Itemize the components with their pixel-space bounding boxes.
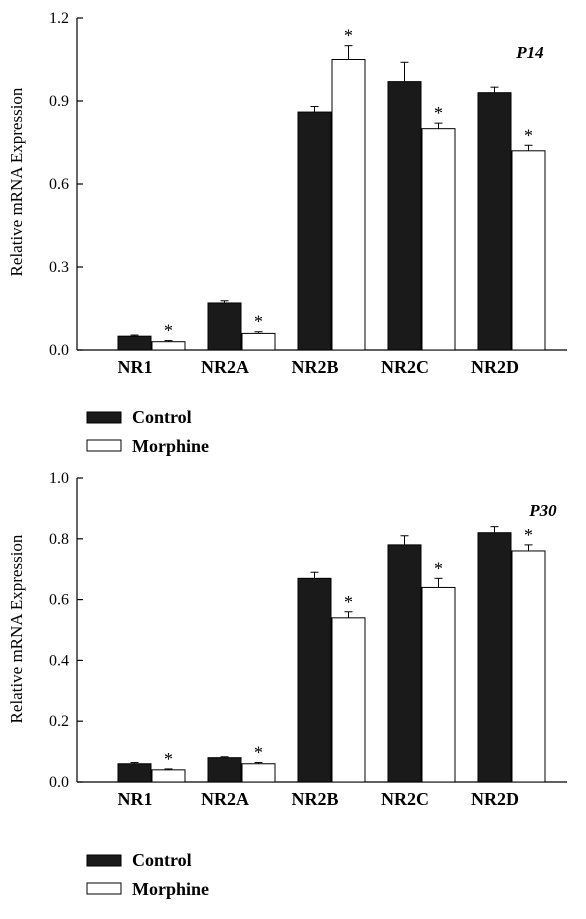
legend-swatch-morphine — [86, 882, 122, 895]
significance-marker: * — [254, 743, 263, 763]
y-axis-label: Relative mRNA Expression — [7, 87, 26, 276]
legend: Control Morphine — [86, 850, 209, 899]
legend-swatch-control — [86, 854, 122, 867]
y-axis-label: Relative mRNA Expression — [7, 534, 26, 723]
bar-morphine — [511, 150, 546, 351]
chart-panel-p14: Relative mRNA Expression P14 0.00.30.60.… — [7, 10, 567, 456]
panel-label: P30 — [528, 501, 557, 520]
legend-swatch-control — [86, 411, 122, 424]
panel-label: P14 — [515, 43, 543, 62]
bar-control — [477, 92, 512, 351]
bar-morphine — [241, 763, 276, 783]
significance-marker: * — [524, 525, 533, 545]
x-tick-label: NR2B — [291, 789, 338, 809]
y-tick-label: 0.6 — [49, 592, 69, 609]
y-tick-label: 1.0 — [49, 470, 69, 487]
x-tick-label: NR1 — [118, 789, 153, 809]
bar-morphine — [331, 617, 366, 783]
significance-marker: * — [344, 26, 353, 46]
bar-control — [207, 757, 242, 783]
bar-control — [477, 532, 512, 783]
bar-morphine — [421, 128, 456, 351]
y-tick-label: 0.0 — [49, 342, 69, 359]
x-tick-label: NR2D — [471, 789, 519, 809]
x-tick-label: NR2D — [471, 357, 519, 377]
significance-marker: * — [524, 125, 533, 145]
bar-control — [207, 302, 242, 351]
bar-morphine — [511, 550, 546, 783]
bar-morphine — [421, 586, 456, 783]
legend-label-morphine: Morphine — [132, 879, 209, 899]
legend-label-morphine: Morphine — [132, 436, 209, 456]
legend: Control Morphine — [86, 407, 209, 456]
x-tick-label: NR1 — [118, 357, 153, 377]
x-tick-label: NR2A — [201, 789, 249, 809]
significance-marker: * — [434, 558, 443, 578]
bar-morphine — [331, 59, 366, 351]
y-tick-label: 0.9 — [49, 93, 69, 110]
significance-marker: * — [344, 592, 353, 612]
y-tick-label: 0.4 — [49, 652, 69, 669]
significance-marker: * — [254, 312, 263, 332]
y-tick-label: 0.8 — [49, 531, 69, 548]
x-tick-label: NR2B — [291, 357, 338, 377]
y-tick-label: 0.2 — [49, 713, 69, 730]
legend-label-control: Control — [132, 407, 192, 427]
bar-morphine — [241, 332, 276, 351]
y-tick-label: 0.0 — [49, 774, 69, 791]
bar-control — [117, 335, 152, 351]
bar-control — [387, 81, 422, 351]
y-tick-label: 1.2 — [49, 10, 69, 27]
significance-marker: * — [164, 321, 173, 341]
bar-control — [297, 577, 332, 783]
x-tick-label: NR2C — [381, 789, 429, 809]
x-tick-label: NR2A — [201, 357, 249, 377]
bar-control — [297, 111, 332, 351]
legend-label-control: Control — [132, 850, 192, 870]
bar-morphine — [151, 769, 186, 783]
legend-swatch-morphine — [86, 439, 122, 452]
plot-area: 0.0 0.3 0.6 0.9 1.2 NR1 * NR2A * NR2B * NR2C * NR2D * — [49, 10, 567, 377]
significance-marker: * — [164, 749, 173, 769]
significance-marker: * — [434, 103, 443, 123]
bar-control — [117, 763, 152, 783]
y-tick-label: 0.3 — [49, 259, 69, 276]
y-tick-label: 0.6 — [49, 176, 69, 193]
plot-area: 0.0 0.2 0.4 0.6 0.8 1.0 NR1 * NR2A * NR2B * NR2C * NR2… — [49, 470, 567, 809]
bar-morphine — [151, 341, 186, 351]
x-tick-label: NR2C — [381, 357, 429, 377]
bar-control — [387, 544, 422, 783]
chart-panel-p30: Relative mRNA Expression P30 0.00.20.40.… — [7, 470, 567, 899]
